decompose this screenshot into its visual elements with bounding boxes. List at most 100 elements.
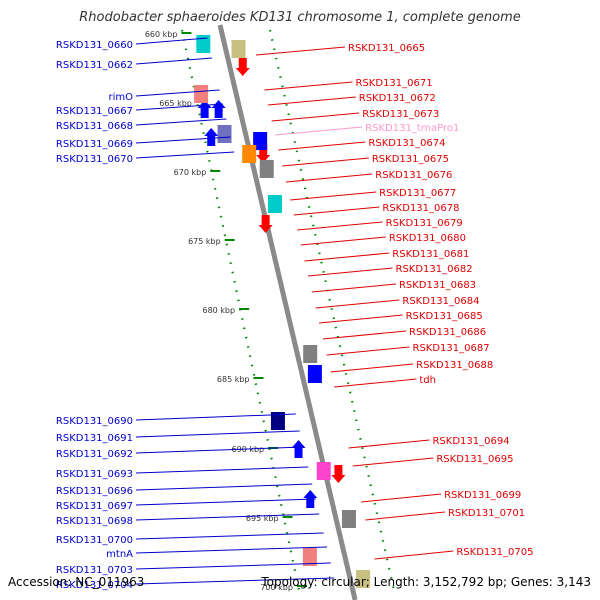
gene-label-right: RSKD131_0684	[402, 296, 479, 307]
gene-label-left: RSKD131_0700	[56, 535, 133, 546]
ruler-tick-label: 680 kbp	[202, 306, 235, 315]
leader-line-right	[271, 112, 360, 122]
leader-line-right	[374, 550, 454, 560]
leader-line-left	[135, 37, 208, 45]
gene-label-right: RSKD131_0686	[409, 327, 486, 338]
leader-line-right	[334, 378, 417, 388]
gene-block	[341, 510, 356, 528]
page-title: Rhodobacter sphaeroides KD131 chromosome…	[79, 10, 521, 25]
ruler-dots-left	[180, 29, 302, 596]
gene-label-right: RSKD131_0685	[406, 311, 483, 322]
gene-label-right: RSKD131_0688	[416, 360, 493, 371]
gene-label-right: RSKD131_0665	[348, 43, 425, 54]
gene-arrow	[331, 465, 346, 483]
gene-label-left: RSKD131_0660	[56, 40, 133, 51]
leader-line-right	[264, 81, 353, 91]
ruler-dots-right	[268, 29, 397, 596]
ruler-tick-label: 700 kbp	[260, 583, 293, 592]
gene-block	[194, 85, 209, 103]
gene-arrow	[211, 100, 226, 118]
leader-line-left	[135, 562, 331, 570]
accession-label: Accession: NC_011963	[8, 575, 145, 589]
leader-line-left	[135, 103, 223, 111]
gene-label-right: RSKD131_0672	[359, 93, 436, 104]
gene-label-left: RSKD131_0698	[56, 516, 133, 527]
leader-line-left	[135, 498, 316, 506]
leader-line-left	[135, 446, 304, 454]
gene-label-left: RSKD131_0668	[56, 121, 133, 132]
gene-block	[217, 125, 232, 143]
leader-line-right	[285, 173, 373, 183]
leader-line-left	[135, 413, 296, 421]
leader-line-right	[267, 96, 356, 106]
gene-label-left: RSKD131_0690	[56, 416, 133, 427]
ruler-tick-label: 695 kbp	[246, 514, 279, 523]
gene-label-left: RSKD131_0697	[56, 501, 133, 512]
leader-line-left	[135, 151, 235, 159]
rna-label-right: RSKD131_trnaPro1	[365, 123, 459, 134]
gene-label-right: RSKD131_0687	[413, 343, 490, 354]
gene-block	[302, 548, 317, 566]
gene-arrow	[197, 100, 212, 118]
gene-label-right: RSKD131_0683	[399, 280, 476, 291]
gene-label-right: tdh	[419, 375, 436, 386]
gene-block	[356, 570, 371, 588]
leader-line-right	[319, 314, 403, 324]
ruler-tick-label: 665 kbp	[159, 99, 192, 108]
gene-label-right: RSKD131_0677	[379, 188, 456, 199]
gene-label-right: RSKD131_0671	[356, 78, 433, 89]
gene-label-left: RSKD131_0691	[56, 433, 133, 444]
leader-line-right	[290, 191, 377, 201]
gene-label-right: RSKD131_0680	[389, 233, 466, 244]
leader-line-right	[326, 346, 410, 356]
leader-line-right	[348, 439, 430, 449]
leader-line-left	[135, 513, 320, 521]
ruler-tick-label: 670 kbp	[174, 168, 207, 177]
leader-line-left	[135, 577, 335, 585]
leader-line-right	[274, 126, 363, 136]
leader-line-right	[293, 206, 380, 216]
gene-label-right: RSKD131_0675	[372, 154, 449, 165]
leader-line-right	[256, 46, 346, 56]
leader-line-left	[135, 118, 227, 126]
gene-label-right: RSKD131_0679	[386, 218, 463, 229]
gene-label-right: RSKD131_0682	[396, 264, 473, 275]
leader-line-right	[322, 330, 407, 340]
gene-label-left: RSKD131_0693	[56, 469, 133, 480]
gene-block	[253, 132, 268, 150]
gene-block	[316, 462, 331, 480]
gene-arrow	[204, 128, 219, 146]
gene-label-right: RSKD131_0694	[432, 436, 509, 447]
gene-label-left: RSKD131_0662	[56, 60, 133, 71]
gene-label-right: RSKD131_0681	[392, 249, 469, 260]
gene-label-right: RSKD131_0676	[375, 170, 452, 181]
leader-line-right	[315, 299, 400, 309]
leader-line-left	[135, 466, 309, 474]
leader-line-left	[135, 430, 300, 438]
leader-line-right	[297, 221, 383, 231]
gene-label-right: RSKD131_0674	[368, 138, 445, 149]
chromosome-backbone	[217, 24, 358, 600]
leader-line-right	[365, 511, 446, 521]
leader-line-right	[307, 267, 393, 277]
leader-line-left	[135, 546, 328, 554]
gene-label-left: RSKD131_0696	[56, 486, 133, 497]
leader-line-right	[330, 363, 414, 373]
leader-line-right	[304, 252, 390, 262]
gene-block	[231, 40, 246, 58]
gene-label-left: RSKD131_0667	[56, 106, 133, 117]
genome-summary: Topology: circular; Length: 3,152,792 bp…	[261, 575, 591, 589]
ruler-tick-label: 690 kbp	[232, 445, 265, 454]
ruler-tick-label: 675 kbp	[188, 237, 221, 246]
gene-block	[259, 160, 274, 178]
gene-label-left: RSKD131_0669	[56, 139, 133, 150]
gene-label-left: RSKD131_0704	[56, 580, 133, 591]
leader-line-right	[311, 283, 397, 293]
leader-line-left	[135, 57, 213, 65]
gene-label-right: RSKD131_0705	[456, 547, 533, 558]
leader-line-right	[361, 493, 442, 503]
gene-label-left: RSKD131_0703	[56, 565, 133, 576]
gene-label-left: mtnA	[106, 549, 133, 560]
gene-block	[196, 35, 211, 53]
leader-line-left	[135, 532, 324, 540]
